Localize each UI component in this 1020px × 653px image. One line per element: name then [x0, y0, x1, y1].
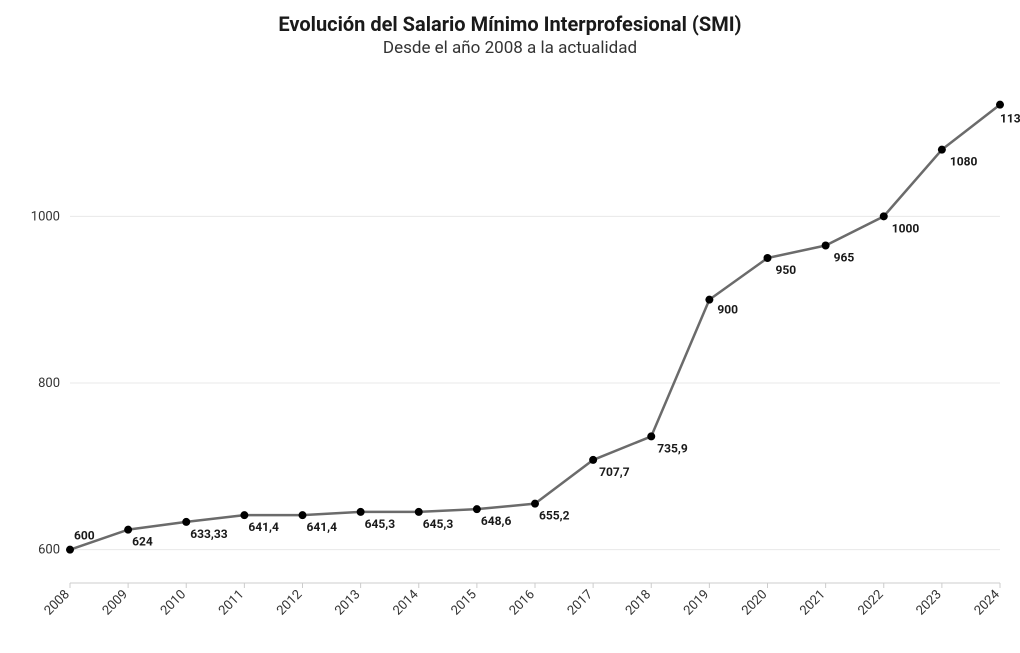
- chart-svg: 600 800 1000 2008 2009 2010 2011 2012 2013 2014 20…: [0, 58, 1020, 653]
- data-point: [938, 146, 946, 154]
- point-label: 641,4: [307, 520, 338, 534]
- point-label: 633,33: [190, 527, 227, 541]
- data-point: [705, 296, 713, 304]
- data-point: [589, 456, 597, 464]
- point-label: 645,3: [423, 517, 454, 531]
- data-point: [240, 511, 248, 519]
- x-tick-label: 2011: [216, 587, 247, 618]
- x-tick-label: 2008: [42, 587, 73, 618]
- data-point: [182, 518, 190, 526]
- point-label: 1000: [892, 221, 920, 235]
- data-point: [473, 505, 481, 513]
- x-tick-label: 2018: [623, 587, 654, 618]
- data-point: [299, 511, 307, 519]
- chart-title: Evolución del Salario Mínimo Interprofes…: [0, 0, 1020, 36]
- x-tick-label: 2010: [158, 587, 189, 618]
- x-tick-label: 2014: [390, 587, 422, 619]
- x-tick-label: 2021: [797, 587, 828, 618]
- y-tick-label: 1000: [31, 209, 60, 224]
- point-label: 950: [776, 263, 797, 277]
- y-tick-label: 600: [38, 543, 60, 558]
- point-label: 641,4: [248, 520, 279, 534]
- y-tick-label: 800: [38, 376, 60, 391]
- point-label: 655,2: [539, 509, 570, 523]
- point-label: 624: [132, 535, 153, 549]
- data-point: [66, 546, 74, 554]
- data-point: [531, 500, 539, 508]
- point-label: 735,9: [657, 441, 688, 455]
- x-tick-label: 2017: [565, 587, 596, 618]
- x-tick-label: 2024: [972, 587, 1004, 619]
- point-label: 648,6: [481, 514, 512, 528]
- point-label: 1134: [1000, 112, 1020, 126]
- x-tick-label: 2016: [507, 587, 538, 618]
- data-point: [764, 254, 772, 262]
- data-line: [70, 105, 1000, 550]
- x-tick-label: 2023: [913, 587, 944, 618]
- x-tick-label: 2020: [739, 587, 770, 618]
- data-point: [124, 526, 132, 534]
- point-label: 900: [717, 303, 738, 317]
- point-label: 707,7: [599, 465, 630, 479]
- point-label: 965: [834, 251, 855, 265]
- x-tick-label: 2012: [274, 587, 305, 618]
- point-label: 645,3: [365, 517, 396, 531]
- x-tick-label: 2009: [100, 587, 131, 618]
- x-tick-label: 2015: [448, 587, 479, 618]
- x-tick-label: 2019: [681, 587, 712, 618]
- data-point: [996, 101, 1004, 109]
- x-tick-label: 2022: [855, 587, 886, 618]
- data-point: [415, 508, 423, 516]
- chart-subtitle: Desde el año 2008 a la actualidad: [0, 36, 1020, 58]
- point-label: 600: [74, 529, 95, 543]
- data-point: [357, 508, 365, 516]
- point-label: 1080: [950, 155, 978, 169]
- chart-container: Evolución del Salario Mínimo Interprofes…: [0, 0, 1020, 650]
- data-point: [647, 432, 655, 440]
- data-point: [880, 212, 888, 220]
- data-point: [822, 242, 830, 250]
- x-tick-label: 2013: [332, 587, 363, 618]
